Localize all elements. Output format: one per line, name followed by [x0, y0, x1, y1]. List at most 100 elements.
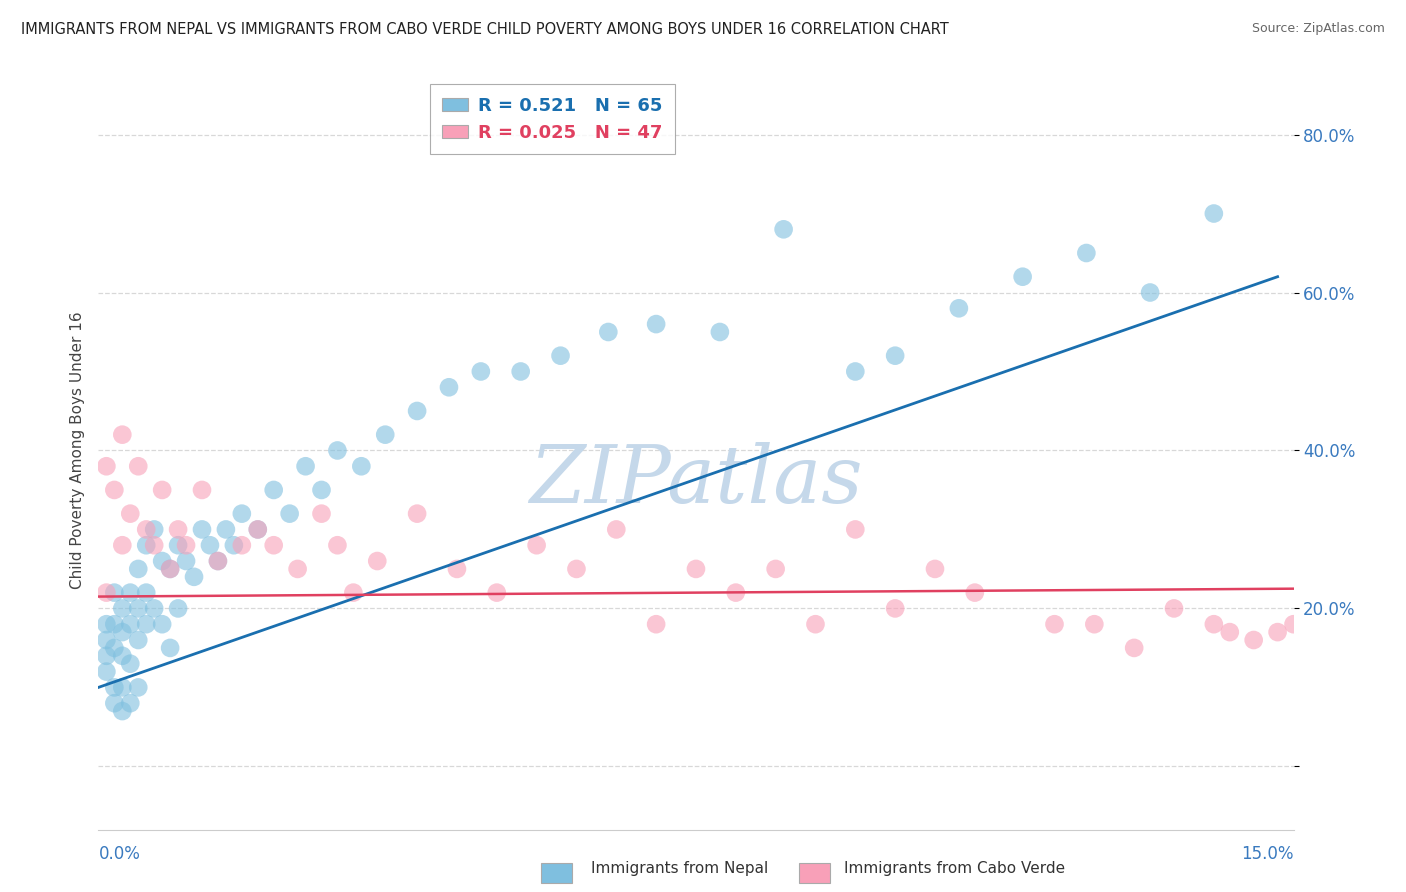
- Point: [884, 349, 907, 363]
- Point: [1219, 625, 1241, 640]
- Text: Source: ZipAtlas.com: Source: ZipAtlas.com: [1251, 22, 1385, 36]
- Point: [207, 554, 229, 568]
- Point: [565, 562, 588, 576]
- Point: [1163, 601, 1185, 615]
- Point: [120, 657, 142, 671]
- Point: [1139, 285, 1161, 300]
- Point: [605, 523, 627, 537]
- Point: [231, 507, 253, 521]
- Point: [96, 665, 118, 679]
- Point: [111, 601, 134, 615]
- Point: [103, 696, 125, 710]
- Point: [111, 681, 134, 695]
- Point: [127, 681, 149, 695]
- Point: [127, 459, 149, 474]
- Point: [143, 523, 166, 537]
- Point: [1202, 206, 1225, 220]
- Point: [963, 585, 986, 599]
- Point: [485, 585, 508, 599]
- Y-axis label: Child Poverty Among Boys Under 16: Child Poverty Among Boys Under 16: [69, 311, 84, 590]
- Point: [150, 483, 173, 497]
- Point: [127, 601, 149, 615]
- Point: [191, 523, 214, 537]
- Point: [167, 538, 190, 552]
- Point: [103, 640, 125, 655]
- Point: [246, 523, 269, 537]
- Point: [374, 427, 396, 442]
- Point: [246, 523, 269, 537]
- Text: 0.0%: 0.0%: [98, 846, 141, 863]
- Point: [215, 523, 238, 537]
- Point: [326, 443, 349, 458]
- Point: [159, 562, 181, 576]
- Point: [278, 507, 301, 521]
- Point: [167, 523, 190, 537]
- Point: [127, 633, 149, 648]
- Legend: R = 0.521   N = 65, R = 0.025   N = 47: R = 0.521 N = 65, R = 0.025 N = 47: [430, 84, 675, 154]
- Point: [120, 696, 142, 710]
- Point: [342, 585, 364, 599]
- Point: [406, 404, 429, 418]
- Point: [287, 562, 309, 576]
- Text: Immigrants from Cabo Verde: Immigrants from Cabo Verde: [844, 861, 1064, 876]
- Point: [111, 427, 134, 442]
- Point: [772, 222, 794, 236]
- Point: [198, 538, 221, 552]
- Point: [135, 523, 157, 537]
- Point: [437, 380, 460, 394]
- Point: [96, 585, 118, 599]
- Point: [96, 459, 118, 474]
- Point: [191, 483, 214, 497]
- Point: [1011, 269, 1033, 284]
- Point: [103, 681, 125, 695]
- Point: [135, 617, 157, 632]
- Point: [222, 538, 245, 552]
- Point: [844, 364, 866, 378]
- Point: [765, 562, 787, 576]
- Point: [645, 617, 668, 632]
- Point: [685, 562, 707, 576]
- Point: [804, 617, 827, 632]
- Point: [709, 325, 731, 339]
- Point: [159, 640, 181, 655]
- Text: Immigrants from Nepal: Immigrants from Nepal: [591, 861, 768, 876]
- Point: [1243, 633, 1265, 648]
- Point: [350, 459, 373, 474]
- Point: [924, 562, 946, 576]
- Point: [135, 585, 157, 599]
- Point: [120, 585, 142, 599]
- Point: [96, 633, 118, 648]
- Point: [96, 617, 118, 632]
- Point: [1267, 625, 1289, 640]
- Point: [207, 554, 229, 568]
- Point: [183, 570, 205, 584]
- Point: [470, 364, 492, 378]
- Point: [111, 538, 134, 552]
- Point: [1076, 246, 1098, 260]
- Point: [294, 459, 316, 474]
- Point: [111, 625, 134, 640]
- Point: [263, 483, 285, 497]
- Point: [550, 349, 572, 363]
- Point: [948, 301, 970, 316]
- Point: [263, 538, 285, 552]
- Point: [143, 601, 166, 615]
- Text: IMMIGRANTS FROM NEPAL VS IMMIGRANTS FROM CABO VERDE CHILD POVERTY AMONG BOYS UND: IMMIGRANTS FROM NEPAL VS IMMIGRANTS FROM…: [21, 22, 949, 37]
- Point: [111, 704, 134, 718]
- Point: [111, 648, 134, 663]
- Point: [103, 483, 125, 497]
- Point: [103, 617, 125, 632]
- Point: [96, 648, 118, 663]
- Point: [645, 317, 668, 331]
- Point: [1282, 617, 1305, 632]
- Point: [884, 601, 907, 615]
- Point: [120, 617, 142, 632]
- Point: [311, 483, 333, 497]
- Point: [1202, 617, 1225, 632]
- Point: [724, 585, 747, 599]
- Point: [120, 507, 142, 521]
- Point: [844, 523, 866, 537]
- Point: [150, 554, 173, 568]
- Point: [446, 562, 468, 576]
- Point: [366, 554, 388, 568]
